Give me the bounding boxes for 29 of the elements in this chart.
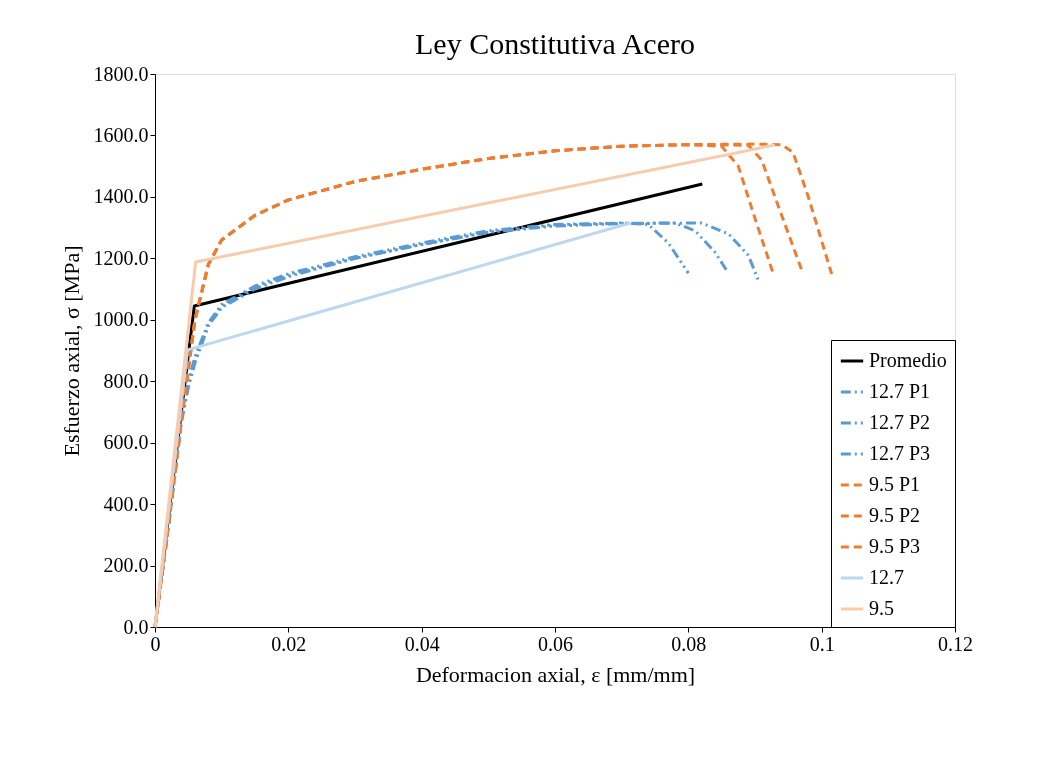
y-tick-label: 800.0 (103, 369, 149, 392)
legend-label: 9.5 (869, 597, 894, 619)
x-tick-label: 0.08 (671, 632, 707, 655)
x-tick-label: 0.06 (538, 632, 573, 655)
y-tick-label: 1000.0 (93, 308, 149, 331)
y-tick-label: 1400.0 (93, 185, 149, 208)
legend-label: 9.5 P3 (869, 535, 921, 557)
y-axis-title: Esfuerzo axial, σ [MPa] (58, 245, 84, 457)
y-tick-label: 1200.0 (93, 246, 149, 269)
legend-label: 12.7 P2 (869, 411, 931, 433)
x-tick-label: 0.12 (938, 632, 973, 655)
legend-label: Promedio (869, 349, 947, 371)
y-tick-label: 600.0 (103, 431, 149, 454)
y-tick-label: 200.0 (103, 554, 149, 577)
y-tick-label: 1600.0 (93, 123, 149, 146)
x-tick-label: 0.02 (271, 632, 307, 655)
legend-label: 12.7 P1 (869, 380, 931, 402)
x-tick-label: 0.1 (809, 632, 835, 655)
legend-label: 9.5 P1 (869, 473, 921, 495)
y-tick-label: 1800.0 (93, 62, 149, 85)
legend-label: 12.7 P3 (869, 442, 931, 464)
legend-label: 9.5 P2 (869, 504, 921, 526)
x-tick-label: 0 (150, 632, 161, 655)
legend-label: 12.7 (869, 566, 904, 588)
chart-title: Ley Constitutiva Acero (415, 27, 695, 60)
x-axis-title: Deformacion axial, ε [mm/mm] (415, 661, 696, 687)
y-tick-label: 400.0 (103, 492, 149, 515)
x-tick-label: 0.04 (404, 632, 440, 655)
y-tick-label: 0.0 (123, 615, 149, 638)
